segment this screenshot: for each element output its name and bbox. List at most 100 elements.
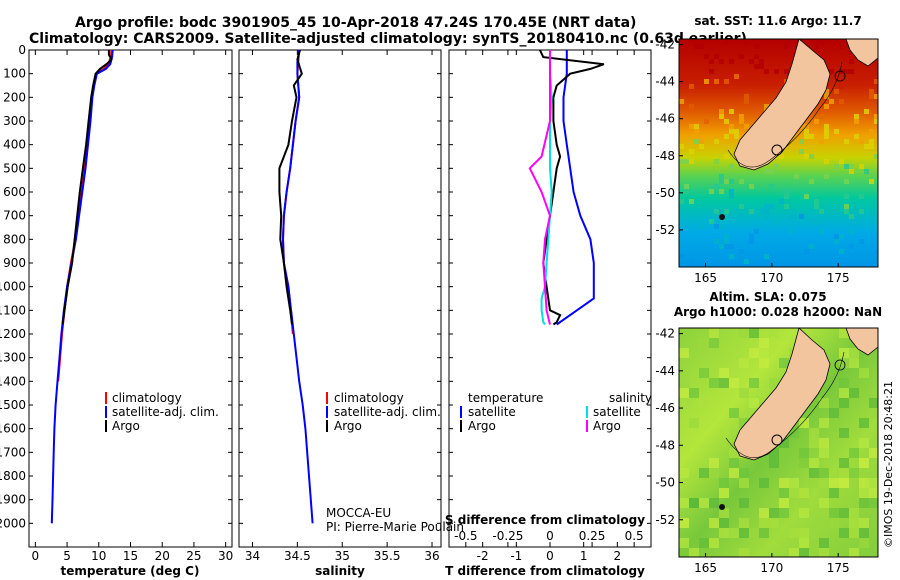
- salinity-series: [278, 49, 314, 524]
- sla-pixel: [799, 548, 809, 557]
- sla-pixel: [819, 418, 829, 428]
- sst-pixel: [849, 59, 854, 64]
- sla-pixel: [739, 478, 749, 488]
- sst-pixel: [789, 214, 794, 219]
- series-line-argo: [61, 50, 113, 325]
- sla-pixel: [859, 538, 869, 548]
- sst-pixel: [809, 179, 814, 184]
- sst-map-title: sat. SST: 11.6 Argo: 11.7: [694, 14, 861, 28]
- sla-pixel: [839, 458, 849, 468]
- sla-pixel: [849, 348, 859, 358]
- sst-pixel: [739, 119, 744, 124]
- depth-tick-label: 1400: [0, 374, 26, 388]
- sst-pixel: [869, 89, 874, 94]
- sst-pixel: [679, 199, 684, 204]
- sst-pixel: [839, 159, 844, 164]
- sla-pixel: [739, 358, 749, 368]
- map-x-tick-label: 165: [694, 271, 717, 285]
- map-y-tick-label: -52: [655, 513, 675, 527]
- map-y-tick-label: -48: [655, 149, 675, 163]
- depth-tick-label: 500: [3, 161, 26, 175]
- sla-pixel: [779, 488, 789, 498]
- sst-pixel: [724, 119, 729, 124]
- map-x-tick-label: 175: [827, 561, 850, 575]
- sla-pixel: [679, 378, 689, 388]
- sla-pixel: [759, 508, 769, 518]
- depth-axis-labels: 0 100 200 300 400 500 600 700 800 900 1000 1100 1200…: [0, 43, 651, 530]
- sst-pixel: [874, 79, 878, 84]
- sst-pixel: [819, 209, 824, 214]
- sla-pixel: [679, 468, 689, 478]
- sla-pixel: [739, 498, 749, 508]
- sst-pixel: [714, 239, 719, 244]
- legend-label-satellite: satellite-adj. clim.: [334, 405, 441, 419]
- sst-pixel: [874, 119, 878, 124]
- sst-pixel: [829, 69, 834, 74]
- temperature-series: [50, 49, 114, 524]
- sla-pixel: [859, 368, 869, 378]
- x-tick-label: 35: [335, 549, 350, 563]
- sla-pixel: [809, 528, 819, 538]
- sla-pixel: [829, 508, 839, 518]
- x-tick-label: 0: [546, 529, 554, 543]
- sla-pixel: [709, 538, 719, 548]
- x-tick-label: 1: [580, 549, 588, 563]
- sla-pixel: [839, 358, 849, 368]
- sst-pixel: [764, 259, 769, 264]
- sla-pixel: [729, 468, 739, 478]
- sla-pixel: [839, 328, 849, 338]
- sla-pixel: [769, 458, 779, 468]
- sst-pixel: [759, 59, 764, 64]
- sst-pixel: [799, 139, 804, 144]
- sst-pixel: [729, 179, 734, 184]
- sla-pixel: [789, 528, 799, 538]
- sla-pixel: [719, 528, 729, 538]
- sla-pixel: [679, 498, 689, 508]
- temperature-axis-ticks: 0 5 10 15 20 25 30: [32, 50, 233, 563]
- sst-pixel: [749, 234, 754, 239]
- sst-pixel: [804, 249, 809, 254]
- sst-pixel: [729, 124, 734, 129]
- sla-pixel: [799, 528, 809, 538]
- sla-pixel: [729, 448, 739, 458]
- legend-label-temp-argo: Argo: [468, 419, 496, 433]
- sla-pixel: [759, 518, 769, 528]
- map-y-tick-label: -44: [655, 364, 675, 378]
- sla-pixel: [779, 358, 789, 368]
- salinity-plot-frame: [238, 49, 442, 548]
- sst-pixel: [714, 209, 719, 214]
- salinity-axis-ticks: 34 34.5 35 35.5 36: [245, 50, 440, 563]
- temperature-legend: climatology satellite-adj. clim. Argo: [105, 391, 219, 433]
- sst-pixel: [764, 214, 769, 219]
- sst-pixel: [764, 204, 769, 209]
- sst-pixel: [824, 124, 829, 129]
- sla-pixel: [839, 508, 849, 518]
- sst-map-frame: [678, 38, 879, 268]
- sst-pixel: [764, 209, 769, 214]
- sst-pixel: [864, 144, 869, 149]
- sla-pixel: [839, 468, 849, 478]
- sst-pixel: [814, 119, 819, 124]
- sst-pixel: [689, 104, 694, 109]
- sst-pixel: [709, 189, 714, 194]
- sla-pixel: [679, 348, 689, 358]
- difference-xlabel2: S difference from climatology: [445, 513, 645, 527]
- sst-pixel: [839, 234, 844, 239]
- sla-pixel: [709, 338, 719, 348]
- sst-pixel: [809, 154, 814, 159]
- depth-tick-label: 1300: [0, 351, 26, 365]
- sst-pixel: [739, 179, 744, 184]
- sst-pixel: [724, 234, 729, 239]
- sla-pixel: [849, 518, 859, 528]
- sla-map-subtitle: Argo h1000: 0.028 h2000: NaN: [674, 305, 882, 319]
- sla-pixel: [819, 398, 829, 408]
- sla-pixel: [749, 378, 759, 388]
- sst-pixel: [869, 179, 874, 184]
- sla-pixel: [849, 508, 859, 518]
- legend-title-salinity: salinity: [609, 391, 652, 405]
- sst-pixel: [849, 214, 854, 219]
- sst-pixel: [844, 204, 849, 209]
- header-line2: Climatology: CARS2009. Satellite-adjuste…: [29, 31, 747, 47]
- sst-pixel: [769, 204, 774, 209]
- sst-pixel: [774, 164, 779, 169]
